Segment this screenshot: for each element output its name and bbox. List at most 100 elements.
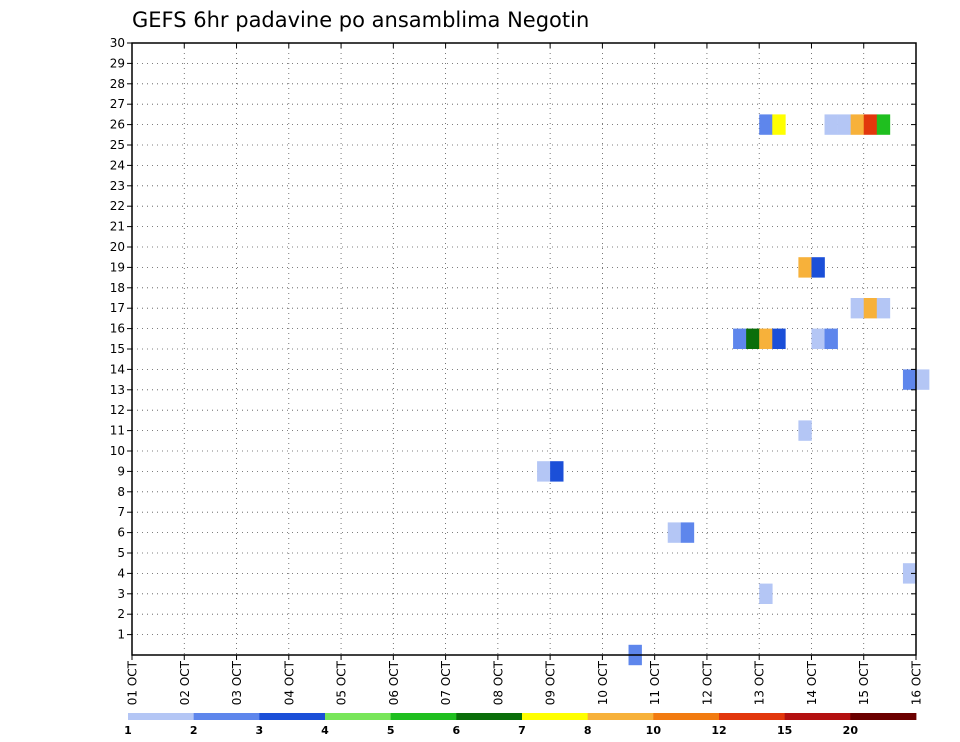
precip-cell: [759, 114, 773, 135]
y-tick-label: 9: [117, 464, 125, 478]
x-tick-label: 11 OCT: [648, 660, 662, 705]
y-tick-label: 22: [110, 199, 125, 213]
colorbar-label: 5: [387, 724, 395, 737]
precip-cell: [916, 369, 930, 390]
precip-cell: [837, 114, 851, 135]
precip-cell: [798, 257, 812, 278]
precip-cell: [798, 420, 812, 441]
colorbar-label: 8: [584, 724, 592, 737]
y-tick-label: 7: [117, 505, 125, 519]
y-tick-label: 20: [110, 240, 125, 254]
colorbar-segment: [259, 713, 326, 720]
precip-cells: [537, 114, 930, 666]
x-tick-label: 01 OCT: [126, 660, 140, 705]
x-tick-label: 15 OCT: [857, 660, 871, 705]
y-tick-label: 19: [110, 260, 125, 274]
colorbar-label: 15: [777, 724, 792, 737]
precip-cell: [733, 328, 747, 349]
x-tick-label: 12 OCT: [700, 660, 714, 705]
y-tick-label: 11: [110, 424, 125, 438]
colorbar-segment: [587, 713, 654, 720]
y-tick-label: 28: [110, 77, 125, 91]
y-tick-label: 15: [110, 342, 125, 356]
y-tick-label: 24: [110, 158, 125, 172]
y-tick-label: 18: [110, 281, 125, 295]
colorbar-segment: [193, 713, 260, 720]
precip-cell: [863, 298, 878, 319]
grid: [132, 42, 916, 655]
y-tick-label: 12: [110, 403, 125, 417]
precip-cell: [902, 563, 917, 584]
x-tick-label: 03 OCT: [230, 660, 244, 705]
y-tick-label: 13: [110, 383, 125, 397]
y-tick-label: 8: [117, 485, 125, 499]
colorbar-label: 1: [124, 724, 132, 737]
colorbar: 1 2 3 4 5 6 7 8 10 12 15 20: [124, 713, 917, 737]
colorbar-label: 2: [190, 724, 198, 737]
precip-cell: [537, 461, 551, 482]
colorbar-label: 3: [256, 724, 264, 737]
y-tick-label: 3: [117, 587, 125, 601]
y-tick-label: 21: [110, 220, 125, 234]
x-tick-label: 07 OCT: [439, 660, 453, 705]
x-tick-label: 02 OCT: [178, 660, 192, 705]
precip-cell: [811, 257, 825, 278]
x-tick-label: 09 OCT: [544, 660, 558, 705]
colorbar-segment: [653, 713, 720, 720]
y-tick-label: 10: [110, 444, 125, 458]
precip-cell: [876, 298, 891, 319]
precip-cell: [550, 461, 564, 482]
precip-cell: [824, 328, 838, 349]
x-tick-label: 04 OCT: [282, 660, 296, 705]
colorbar-label: 20: [843, 724, 859, 737]
colorbar-segment: [456, 713, 523, 720]
colorbar-segment: [850, 713, 917, 720]
colorbar-label: 7: [518, 724, 526, 737]
precip-cell: [811, 328, 825, 349]
colorbar-label: 4: [321, 724, 329, 737]
chart-title: GEFS 6hr padavine po ansamblima Negotin: [132, 8, 589, 32]
colorbar-segment: [784, 713, 851, 720]
precip-cell: [876, 114, 891, 135]
x-tick-label: 10 OCT: [596, 660, 610, 705]
y-tick-label: 1: [117, 628, 125, 642]
precip-cell: [759, 328, 773, 349]
precip-cell: [772, 114, 786, 135]
colorbar-segment: [325, 713, 392, 720]
precip-cell: [863, 114, 878, 135]
colorbar-label: 10: [646, 724, 662, 737]
y-tick-label: 17: [110, 301, 125, 315]
colorbar-label: 6: [453, 724, 461, 737]
x-tick-label: 06 OCT: [387, 660, 401, 705]
precip-cell: [667, 522, 682, 543]
y-tick-label: 26: [110, 118, 125, 132]
precip-cell: [850, 298, 865, 319]
x-tick-label: 14 OCT: [805, 660, 819, 705]
y-tick-label: 27: [110, 97, 125, 111]
precip-cell: [746, 328, 760, 349]
colorbar-segment: [128, 713, 195, 720]
colorbar-segment: [390, 713, 457, 720]
precip-cell: [759, 583, 773, 604]
x-tick-label: 13 OCT: [753, 660, 767, 705]
x-tick-label: 05 OCT: [335, 660, 349, 705]
x-tick-label: 08 OCT: [491, 660, 505, 705]
precip-cell: [850, 114, 865, 135]
precip-cell: [680, 522, 695, 543]
plot-frame: [131, 42, 917, 656]
y-tick-label: 2: [117, 607, 125, 621]
y-tick-label: 30: [110, 36, 125, 50]
precip-cell: [772, 328, 786, 349]
y-tick-label: 16: [110, 322, 125, 336]
y-tick-label: 25: [110, 138, 125, 152]
colorbar-label: 12: [711, 724, 726, 737]
y-tick-label: 6: [117, 526, 125, 540]
y-tick-label: 29: [110, 56, 125, 70]
x-axis: 01 OCT 02 OCT 03 OCT 04 OCT 05 OCT 06 OCT 07 O…: [126, 43, 924, 705]
precip-cell: [824, 114, 838, 135]
colorbar-segment: [522, 713, 589, 720]
colorbar-segment: [719, 713, 786, 720]
y-tick-label: 5: [117, 546, 125, 560]
x-tick-label: 16 OCT: [910, 660, 924, 705]
